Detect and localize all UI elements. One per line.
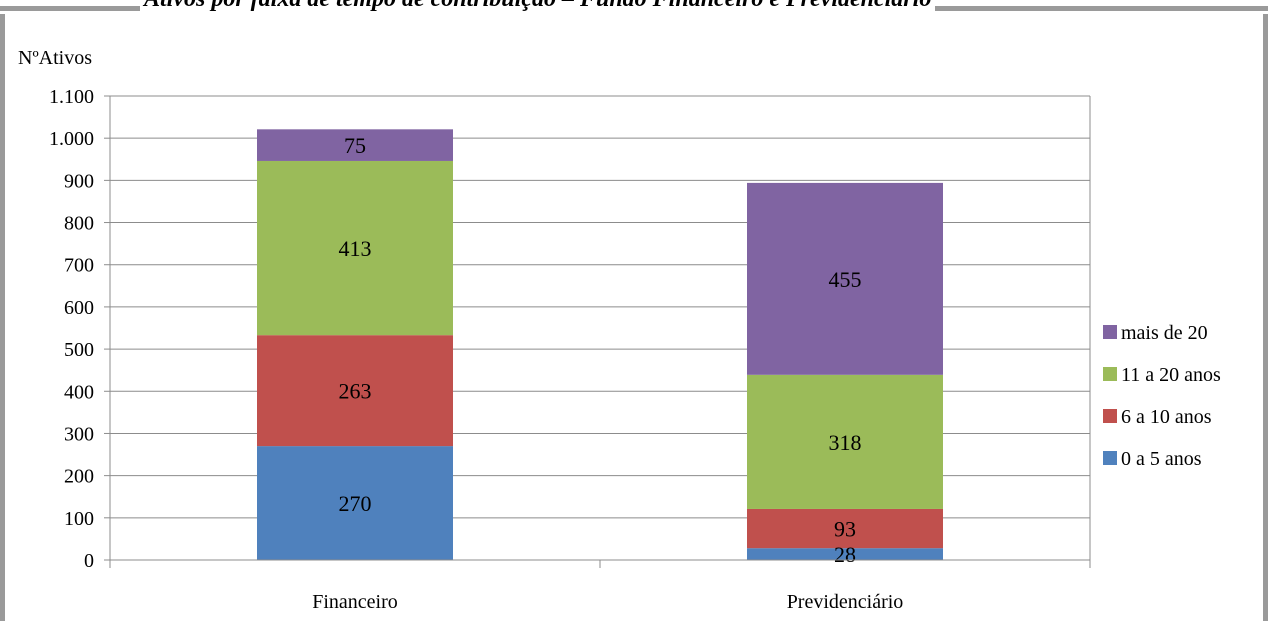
legend-label: 0 a 5 anos [1121,448,1202,470]
bar-data-label: 270 [339,491,372,516]
legend-swatch [1103,325,1117,339]
y-tick-labels: 0 100 200 300 400 500 600 700 800 900 1.000 1.100 [49,86,94,572]
bar-segment [257,335,453,447]
chart-title: Ativos por faixa de tempo de contribuiçã… [140,0,936,13]
bar-segment [747,182,943,375]
bar-segment [747,508,943,549]
legend-swatch [1103,409,1117,423]
bar-data-label: 318 [829,430,862,455]
bar-data-label: 263 [339,379,372,404]
y-tick-label: 0 [84,550,94,572]
bar-segment [257,129,453,161]
bar-data-label: 75 [344,133,366,158]
bar-segment [747,548,943,560]
y-tick-label: 200 [64,466,94,488]
y-tick-label: 900 [64,170,94,192]
legend-swatch [1103,451,1117,465]
legend-label: 6 a 10 anos [1121,406,1212,428]
bar-data-label: 93 [834,517,856,542]
legend-label: mais de 20 [1121,322,1208,344]
y-tick-label: 500 [64,339,94,361]
y-tick-label: 300 [64,423,94,445]
legend: mais de 20 11 a 20 anos 6 a 10 anos 0 a 5 a… [1103,322,1221,470]
chart-title-strip: Ativos por faixa de tempo de contribuiçã… [0,0,1268,14]
y-tick-label: 100 [64,508,94,530]
bar-data-label: 28 [834,542,856,567]
x-tick-label: Financeiro [312,591,398,613]
x-tick-labels: Financeiro Previdenciário [312,591,903,613]
axes [109,96,1091,568]
y-tick-label: 600 [64,297,94,319]
bar-data-label: 413 [339,236,372,261]
legend-swatch [1103,367,1117,381]
y-tick-label: 800 [64,213,94,235]
legend-label: 11 a 20 anos [1121,364,1221,386]
x-tick-label: Previdenciário [787,591,904,613]
bar-segment [257,446,453,560]
y-tick-label: 700 [64,255,94,277]
bars [257,129,943,560]
y-axis-label: NºAtivos [18,47,92,69]
y-tick-label: 1.100 [49,86,94,108]
bar-segment [257,160,453,336]
bar-data-label: 455 [829,267,862,292]
y-tick-label: 400 [64,381,94,403]
y-tick-label: 1.000 [49,128,94,150]
bar-segment [747,374,943,509]
